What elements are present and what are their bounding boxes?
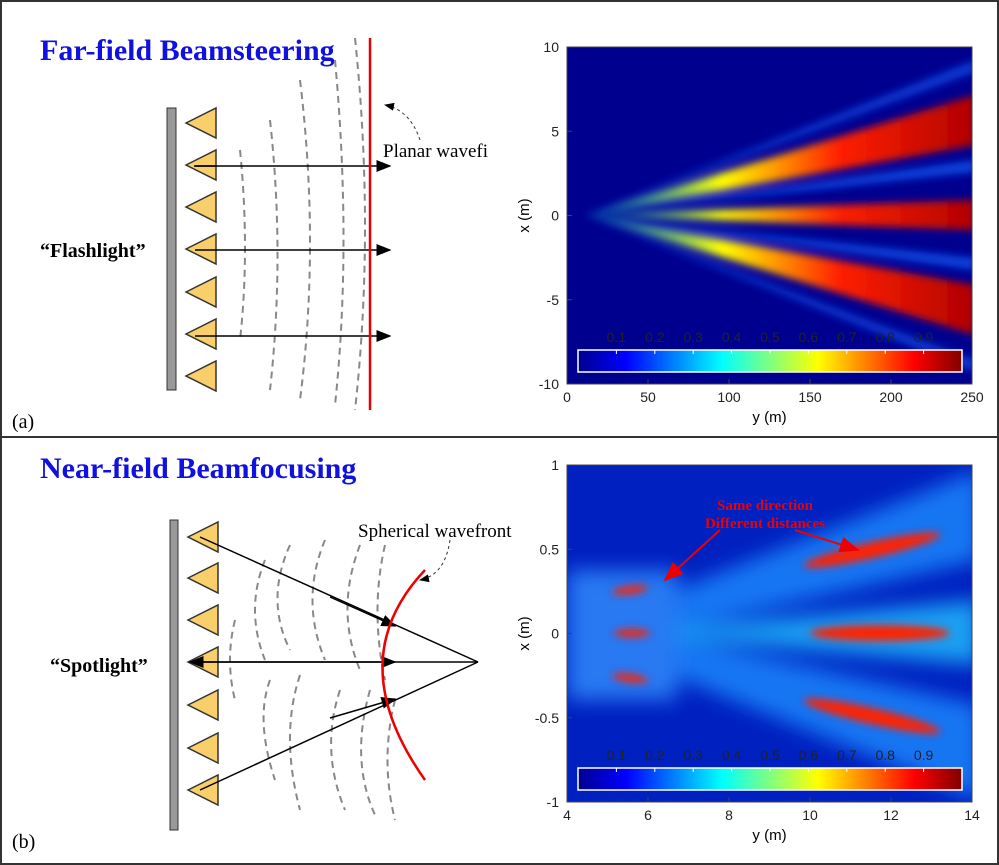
panel-title: Far-field Beamsteering [40, 34, 335, 67]
panel-title: Near-field Beamfocusing [40, 452, 356, 485]
y-tick-label: 0.5 [540, 541, 560, 557]
colorbar-tick-label: 0.6 [799, 747, 819, 763]
antenna [188, 733, 218, 763]
colorbar-tick-label: 0.3 [683, 329, 703, 345]
colorbar-tick-label: 0.8 [875, 747, 895, 763]
colorbar-tick-label: 0.4 [722, 747, 742, 763]
antenna [188, 775, 218, 805]
x-axis-label: y (m) [752, 827, 786, 844]
y-tick-label: 0 [551, 208, 559, 224]
y-tick-label: 0 [551, 626, 559, 642]
x-tick-label: 4 [563, 807, 571, 823]
colorbar-tick-label: 0.2 [645, 747, 665, 763]
antenna [186, 150, 216, 180]
y-axis-label: x (m) [516, 198, 533, 232]
colorbar-tick-label: 0.1 [607, 747, 627, 763]
antenna [186, 361, 216, 391]
colorbar-tick-label: 0.5 [760, 329, 780, 345]
mode-label: “Flashlight” [40, 240, 146, 262]
wavefront-label: Spherical wavefront [358, 521, 512, 542]
x-tick-label: 250 [960, 389, 984, 405]
antenna [186, 319, 216, 349]
antenna [186, 277, 216, 307]
y-tick-label: 1 [551, 457, 559, 473]
x-tick-label: 14 [964, 807, 980, 823]
colorbar-tick-label: 0.7 [837, 329, 857, 345]
x-tick-label: 50 [640, 389, 656, 405]
x-tick-label: 150 [798, 389, 822, 405]
antenna [188, 605, 218, 635]
colorbar-tick-label: 0.3 [683, 747, 703, 763]
antenna [186, 108, 216, 138]
antenna [186, 234, 216, 264]
x-tick-label: 100 [717, 389, 741, 405]
x-axis-label: y (m) [752, 409, 786, 426]
antenna [186, 192, 216, 222]
figure: Far-field Beamsteering “Flashlight” (a) … [0, 0, 999, 865]
antenna [188, 563, 218, 593]
colorbar-tick-label: 0.9 [914, 747, 934, 763]
x-tick-label: 6 [644, 807, 652, 823]
antenna [188, 690, 218, 720]
panel-label: (a) [12, 411, 34, 433]
colorbar-tick-label: 0.8 [875, 329, 895, 345]
colorbar-tick-label: 0.1 [607, 329, 627, 345]
colorbar-tick-label: 0.6 [799, 329, 819, 345]
colorbar-tick-label: 0.4 [722, 329, 742, 345]
y-tick-label: -1 [547, 794, 560, 810]
y-tick-label: 5 [551, 123, 559, 139]
antenna [188, 522, 218, 552]
x-tick-label: 0 [563, 389, 571, 405]
colorbar-tick-label: 0.9 [914, 329, 934, 345]
x-tick-label: 8 [725, 807, 733, 823]
x-tick-label: 10 [802, 807, 818, 823]
array-diagram [170, 520, 478, 830]
array-diagram [167, 38, 420, 410]
y-tick-label: -10 [539, 376, 559, 392]
y-tick-label: -5 [547, 292, 560, 308]
y-tick-label: -0.5 [535, 710, 559, 726]
colorbar-tick-label: 0.2 [645, 329, 665, 345]
annotation-text: Same direction [717, 498, 814, 514]
panel-label: (b) [12, 831, 35, 853]
colorbar-tick-label: 0.5 [760, 747, 780, 763]
x-tick-label: 12 [883, 807, 899, 823]
annotation-text: Different distances [705, 516, 825, 532]
wavefront-label: Planar wavefi [383, 141, 488, 162]
y-axis-label: x (m) [516, 616, 533, 650]
colorbar-tick-label: 0.7 [837, 747, 857, 763]
x-tick-label: 200 [879, 389, 903, 405]
y-tick-label: 10 [543, 39, 559, 55]
mode-label: “Spotlight” [50, 655, 148, 677]
